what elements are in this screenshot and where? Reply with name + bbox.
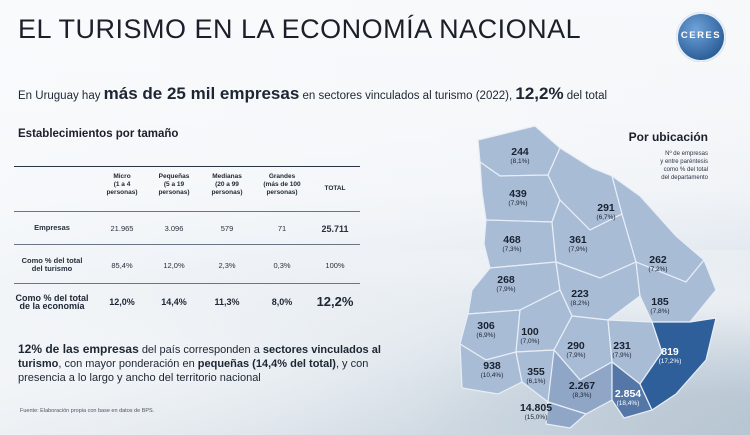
page-title: EL TURISMO EN LA ECONOMÍA NACIONAL <box>18 14 582 44</box>
cell-medianas: 2,3% <box>218 261 236 270</box>
logo-text: CERES <box>680 30 722 41</box>
table-row-pct-economia: Como % del total de la economía 12,0% 14,… <box>14 284 360 320</box>
col-header-grandes: Grandes (más de 100 personas) <box>263 173 301 196</box>
cell-pequenas: 14,4% <box>161 297 187 307</box>
department-shapes <box>459 125 717 429</box>
summary-text: 12% de las empresas del país corresponde… <box>18 342 381 384</box>
cell-medianas: 579 <box>220 224 234 233</box>
cell-medianas: 11,3% <box>214 297 240 307</box>
label-tacuarembo: 361 (7,9%) <box>568 234 588 253</box>
cell-pequenas: 12,0% <box>163 261 185 270</box>
label-canelones: 2.267 (8,3%) <box>568 380 596 399</box>
cell-micro: 21.965 <box>110 224 134 233</box>
source-note: Fuente: Elaboración propia con base en d… <box>20 408 155 414</box>
label-artigas: 244 (8,1%) <box>510 146 530 165</box>
label-san-jose: 355 (6,1%) <box>526 366 546 385</box>
label-soriano: 306 (6,9%) <box>476 320 496 339</box>
row-label: Como % del total de la economía <box>15 293 89 311</box>
label-montevideo: 14.805 (15,0%) <box>519 402 553 421</box>
cell-micro: 85,4% <box>111 261 133 270</box>
map-subtitle: Nº de empresas y entre paréntesis como %… <box>660 151 708 181</box>
col-header-total: TOTAL <box>324 185 346 192</box>
dept-montevideo <box>545 401 588 429</box>
map-title: Por ubicación <box>628 130 708 144</box>
headline: En Uruguay hay más de 25 mil empresas en… <box>18 84 607 104</box>
cell-grandes: 71 <box>277 224 287 233</box>
headline-pct: 12,2% <box>515 84 564 103</box>
cell-total: 100% <box>325 261 345 270</box>
cell-total: 12,2% <box>316 294 354 309</box>
col-header-pequenas: Pequeñas (5 a 19 personas) <box>158 173 190 196</box>
label-flores: 100 (7,0%) <box>520 326 540 345</box>
table-row-empresas: Empresas 21.965 3.096 579 71 25.711 <box>14 212 360 245</box>
label-rio-negro: 268 (7,9%) <box>496 274 516 293</box>
col-header-medianas: Medianas (20 a 99 personas) <box>211 173 243 196</box>
table-row-pct-turismo: Como % del total del turismo 85,4% 12,0% … <box>14 245 360 284</box>
headline-prefix: En Uruguay hay <box>18 90 101 102</box>
label-maldonado: 2.854 (18,4%) <box>614 388 642 407</box>
label-treinta-y-tres: 185 (7,8%) <box>650 296 670 315</box>
dept-rocha <box>639 317 717 411</box>
table-title: Establecimientos por tamaño <box>18 128 179 140</box>
cell-total: 25.711 <box>321 224 349 234</box>
cell-micro: 12,0% <box>109 297 135 307</box>
label-florida: 290 (7,9%) <box>566 340 586 359</box>
col-header-micro: Micro (1 a 4 personas) <box>106 173 138 196</box>
label-cerro-largo: 262 (7,2%) <box>648 254 668 273</box>
label-paysandu: 468 (7,3%) <box>502 234 522 253</box>
table-header-row: Micro (1 a 4 personas) Pequeñas (5 a 19 pers… <box>14 167 360 212</box>
dept-maldonado <box>611 360 653 419</box>
label-rivera: 291 (6,7%) <box>596 202 616 221</box>
cell-grandes: 0,3% <box>273 261 291 270</box>
dept-treinta-y-tres <box>635 258 717 323</box>
headline-highlight: más de 25 mil empresas <box>103 84 300 103</box>
row-label: Como % del total del turismo <box>21 256 83 273</box>
cell-grandes: 8,0% <box>271 297 293 307</box>
label-rocha: 819 (17,2%) <box>658 346 682 365</box>
ceres-logo <box>676 12 726 62</box>
headline-suffix: del total <box>566 90 608 102</box>
label-durazno: 223 (8,2%) <box>570 288 590 307</box>
size-table: Micro (1 a 4 personas) Pequeñas (5 a 19 pers… <box>14 166 360 320</box>
headline-middle: en sectores vinculados al turismo (2022)… <box>302 90 513 102</box>
label-lavalleja: 231 (7,9%) <box>612 340 632 359</box>
label-colonia: 938 (10,4%) <box>480 360 504 379</box>
label-salto: 439 (7,9%) <box>508 188 528 207</box>
cell-pequenas: 3.096 <box>164 224 184 233</box>
row-label: Empresas <box>34 223 70 232</box>
